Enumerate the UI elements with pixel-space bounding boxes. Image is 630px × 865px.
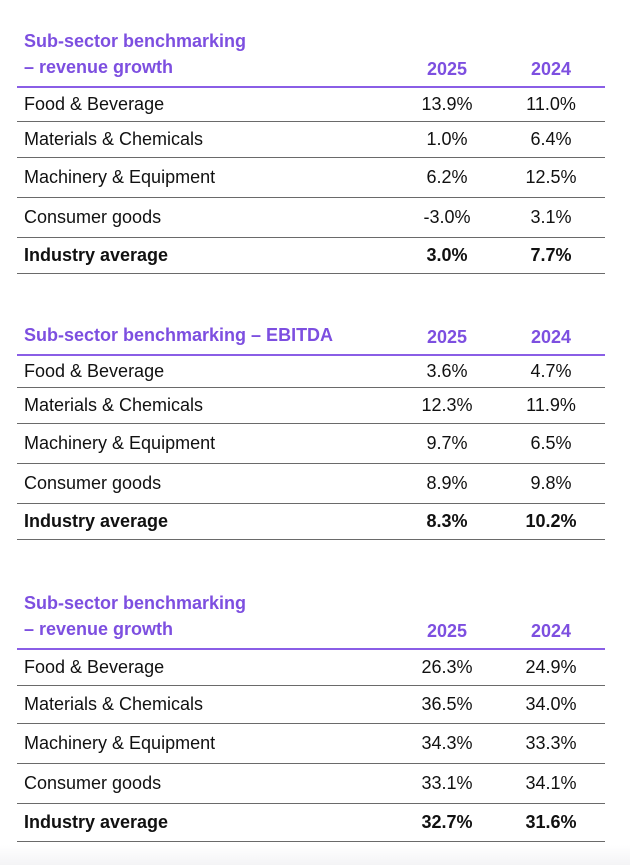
table-title: Sub-sector benchmarking – revenue growth [17,590,397,650]
value-2025: 34.3% [397,723,497,764]
benchmark-table-revenue-growth-2: Sub-sector benchmarking – revenue growth… [17,590,605,842]
row-label: Industry average [17,503,397,540]
table-row: Materials & Chemicals 12.3% 11.9% [17,387,605,424]
value-2024: 6.4% [497,121,605,158]
column-header-2024: 2024 [497,590,605,650]
value-2025: 26.3% [397,649,497,686]
column-header-2024: 2024 [497,322,605,356]
table-row: Food & Beverage 26.3% 24.9% [17,649,605,686]
value-2024: 31.6% [497,803,605,842]
value-2025: 3.0% [397,237,497,274]
table-row: Consumer goods 33.1% 34.1% [17,763,605,804]
value-2025: 1.0% [397,121,497,158]
value-2025: 13.9% [397,87,497,122]
column-header-2024: 2024 [497,28,605,88]
value-2025: 3.6% [397,355,497,388]
industry-average-row: Industry average 32.7% 31.6% [17,803,605,842]
table-row: Materials & Chemicals 1.0% 6.4% [17,121,605,158]
row-label: Materials & Chemicals [17,685,397,724]
table-row: Materials & Chemicals 36.5% 34.0% [17,685,605,724]
value-2025: 8.3% [397,503,497,540]
value-2025: 32.7% [397,803,497,842]
row-label: Food & Beverage [17,355,397,388]
benchmark-table-ebitda: Sub-sector benchmarking – EBITDA 2025 20… [17,322,605,540]
row-label: Materials & Chemicals [17,121,397,158]
value-2025: 8.9% [397,463,497,504]
value-2024: 34.0% [497,685,605,724]
row-label: Food & Beverage [17,87,397,122]
table-row: Machinery & Equipment 6.2% 12.5% [17,157,605,198]
value-2024: 33.3% [497,723,605,764]
value-2025: 12.3% [397,387,497,424]
row-label: Consumer goods [17,763,397,804]
value-2024: 7.7% [497,237,605,274]
row-label: Machinery & Equipment [17,423,397,464]
value-2024: 11.9% [497,387,605,424]
page-bottom-edge [0,845,630,865]
value-2024: 24.9% [497,649,605,686]
benchmark-table-revenue-growth: Sub-sector benchmarking – revenue growth… [17,28,605,274]
industry-average-row: Industry average 3.0% 7.7% [17,237,605,274]
value-2025: 33.1% [397,763,497,804]
column-header-2025: 2025 [397,590,497,650]
table-header-row: Sub-sector benchmarking – EBITDA 2025 20… [17,322,605,356]
table-title: Sub-sector benchmarking – EBITDA [17,322,397,356]
table-row: Food & Beverage 3.6% 4.7% [17,355,605,388]
row-label: Industry average [17,237,397,274]
row-label: Consumer goods [17,197,397,238]
value-2024: 4.7% [497,355,605,388]
value-2024: 6.5% [497,423,605,464]
table-title: Sub-sector benchmarking – revenue growth [17,28,397,88]
column-header-2025: 2025 [397,28,497,88]
value-2024: 11.0% [497,87,605,122]
table-header-row: Sub-sector benchmarking – revenue growth… [17,590,605,650]
table-row: Machinery & Equipment 34.3% 33.3% [17,723,605,764]
table-row: Consumer goods -3.0% 3.1% [17,197,605,238]
row-label: Machinery & Equipment [17,723,397,764]
column-header-2025: 2025 [397,322,497,356]
row-label: Industry average [17,803,397,842]
value-2025: 36.5% [397,685,497,724]
table-row: Consumer goods 8.9% 9.8% [17,463,605,504]
value-2025: -3.0% [397,197,497,238]
industry-average-row: Industry average 8.3% 10.2% [17,503,605,540]
value-2025: 6.2% [397,157,497,198]
row-label: Machinery & Equipment [17,157,397,198]
table-row: Machinery & Equipment 9.7% 6.5% [17,423,605,464]
value-2024: 10.2% [497,503,605,540]
table-header-row: Sub-sector benchmarking – revenue growth… [17,28,605,88]
value-2025: 9.7% [397,423,497,464]
value-2024: 9.8% [497,463,605,504]
table-row: Food & Beverage 13.9% 11.0% [17,87,605,122]
row-label: Materials & Chemicals [17,387,397,424]
row-label: Consumer goods [17,463,397,504]
value-2024: 12.5% [497,157,605,198]
value-2024: 3.1% [497,197,605,238]
row-label: Food & Beverage [17,649,397,686]
value-2024: 34.1% [497,763,605,804]
